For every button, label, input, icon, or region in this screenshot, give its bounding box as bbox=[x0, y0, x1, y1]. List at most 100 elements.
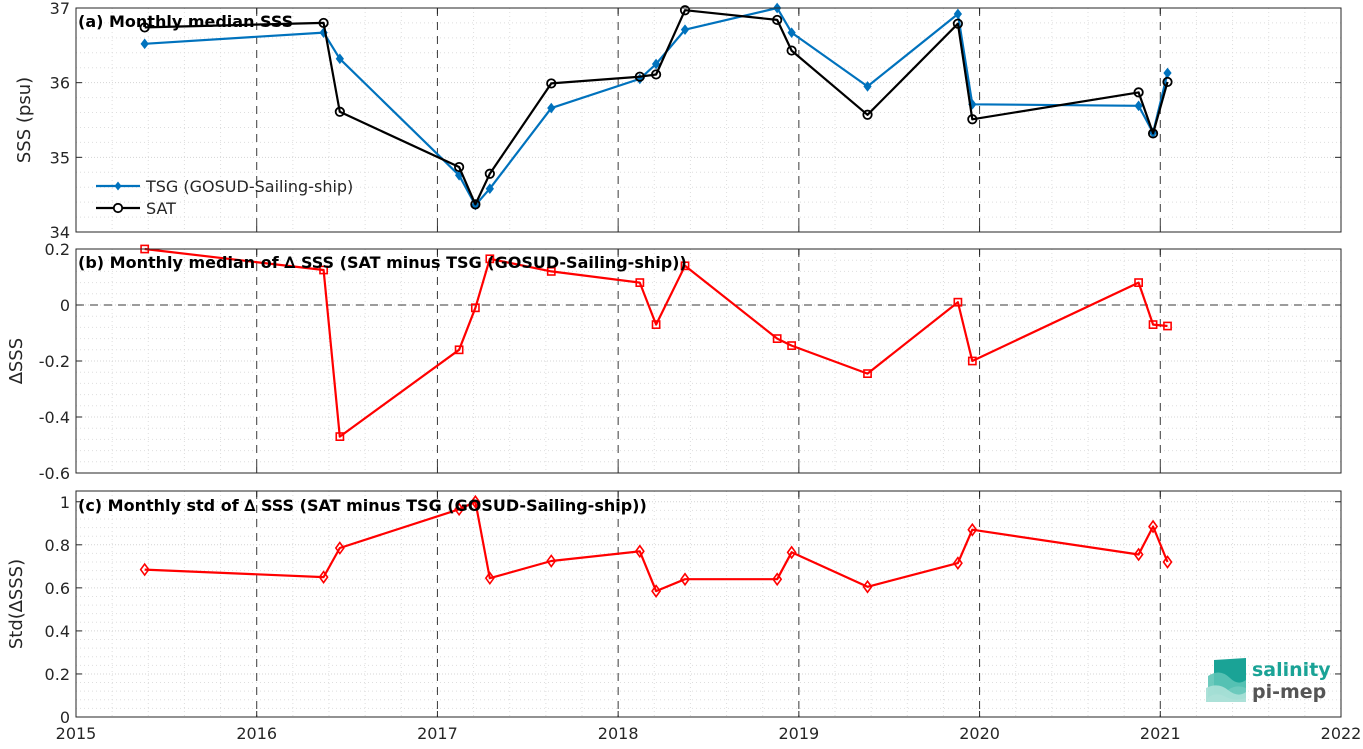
panel-a-series-sat-point bbox=[1147, 128, 1159, 139]
panel-c-series-0-point bbox=[546, 554, 557, 568]
panel-c-series-0-point bbox=[1148, 519, 1159, 534]
panel-c-xtick-label: 2021 bbox=[1140, 724, 1181, 743]
panel-a-series-sat-point bbox=[650, 69, 662, 80]
panel-b-series-0-point bbox=[863, 369, 872, 378]
panel-b-title: (b) Monthly median of ∆ SSS (SAT minus T… bbox=[78, 253, 687, 272]
panel-c-series-0-point bbox=[651, 584, 662, 598]
panel-c-series-0-point bbox=[772, 572, 783, 587]
panel-b-series-0-point bbox=[635, 278, 645, 287]
panel-c-series-0-point bbox=[139, 562, 150, 577]
panel-b-series-0-point bbox=[454, 345, 464, 355]
panel-c-series-0-point bbox=[1133, 547, 1144, 562]
panel-c-xtick-label: 2015 bbox=[56, 724, 97, 743]
panel-c-series-0-point bbox=[454, 502, 465, 517]
grid-layer bbox=[76, 7, 1341, 718]
panel-c-series-0-point bbox=[862, 579, 873, 594]
logo-line1: salinity bbox=[1252, 659, 1331, 681]
panel-c-series-0-point bbox=[952, 556, 963, 570]
panel-c-ytick-label: 1 bbox=[60, 493, 70, 512]
panel-a-series-sat-point bbox=[454, 161, 465, 173]
panel-a-series-sat-point bbox=[634, 71, 645, 82]
panel-c-xtick-label: 2020 bbox=[959, 724, 1000, 743]
panel-b-ytick-label: 0 bbox=[60, 296, 70, 315]
panel-c-series-0-point bbox=[470, 494, 481, 509]
panel-b-series-0-point bbox=[546, 266, 556, 276]
panel-c-series-0-point bbox=[967, 522, 978, 537]
panel-a-series-tsg-gosud-sailing-ship-point bbox=[680, 24, 690, 35]
text-layer: 34 35 36 37 SSS (psu) (a) Monthly median SSS T… bbox=[6, 0, 1361, 743]
panel-b-series-0-point bbox=[319, 265, 328, 275]
panel-c-axes-box bbox=[75, 490, 1342, 718]
panel-c-series-0-point bbox=[634, 544, 645, 559]
panel-a-ytick-label: 36 bbox=[50, 74, 70, 93]
panel-c-series-0-point bbox=[484, 571, 495, 586]
panel-b-series-0-point bbox=[335, 432, 345, 441]
panel-a-series-sat-point bbox=[772, 14, 783, 26]
panel-b-series-0-point bbox=[967, 356, 977, 366]
panel-b-series-0-point bbox=[1148, 320, 1158, 329]
panel-a-series-tsg-gosud-sailing-ship-point bbox=[140, 38, 149, 50]
panel-b-ylabel: ∆SSS bbox=[6, 338, 27, 385]
panel-a-series-sat-line bbox=[144, 9, 1169, 206]
panel-b-series-0-point bbox=[485, 254, 495, 264]
panel-c-xtick-label: 2019 bbox=[778, 724, 819, 743]
panel-c-xtick-label: 2022 bbox=[1321, 724, 1362, 743]
panel-a-series-sat-point bbox=[967, 114, 978, 125]
panel-a-series-sat-point bbox=[318, 17, 329, 29]
panel-c-series-0-point bbox=[786, 545, 797, 560]
panel-b-series-0-point bbox=[787, 341, 797, 350]
panel-b-ytick-label: 0.2 bbox=[45, 240, 70, 259]
axes-layer bbox=[75, 7, 1342, 718]
panel-a-series-sat-point bbox=[139, 22, 150, 33]
panel-a-series-sat-point bbox=[786, 45, 797, 56]
panel-b-series-0-point bbox=[1134, 278, 1143, 287]
panel-a-axes-box bbox=[75, 7, 1342, 233]
panel-a-series-sat-point bbox=[679, 5, 691, 16]
logo-wave-front bbox=[1206, 685, 1246, 702]
panel-c-ytick-label: 0.6 bbox=[45, 579, 70, 598]
panel-a-ytick-label: 34 bbox=[50, 223, 70, 242]
panel-a-series-sat-point bbox=[546, 78, 557, 89]
panel-a-series-tsg-gosud-sailing-ship-point bbox=[335, 53, 344, 65]
panel-a-legend-marker bbox=[114, 181, 122, 191]
reference-lines-layer bbox=[76, 8, 1341, 717]
panel-c-series-0-point bbox=[1162, 555, 1173, 569]
panel-c-title: (c) Monthly std of ∆ SSS (SAT minus TSG … bbox=[78, 496, 647, 515]
panel-a-series-sat-point bbox=[484, 168, 495, 179]
panel-b-series-0-point bbox=[953, 297, 963, 307]
panel-c-series-0-point bbox=[318, 570, 329, 584]
panel-c-ytick-label: 0.2 bbox=[45, 665, 70, 684]
panel-c-series-0-point bbox=[680, 572, 690, 587]
panel-c-series-0-point bbox=[334, 541, 345, 555]
panel-a-legend-marker bbox=[112, 202, 124, 214]
panel-c-ytick-label: 0.8 bbox=[45, 536, 70, 555]
panel-a-title: (a) Monthly median SSS bbox=[78, 12, 293, 31]
panel-a-series-sat-point bbox=[952, 18, 963, 29]
panel-b-series-0-point bbox=[651, 320, 661, 329]
panel-b-ytick-label: -0.4 bbox=[39, 408, 70, 427]
panel-b-ytick-label: -0.6 bbox=[39, 464, 70, 483]
panel-b-series-0-point bbox=[680, 261, 690, 271]
panel-a-series-tsg-gosud-sailing-ship-point bbox=[1134, 100, 1143, 112]
panel-a-legend-label: TSG (GOSUD-Sailing-ship) bbox=[145, 177, 353, 196]
panel-b-series-0-point bbox=[1163, 321, 1172, 331]
panel-a-series-tsg-gosud-sailing-ship-line bbox=[144, 6, 1169, 207]
panel-a-series-sat-point bbox=[1133, 87, 1144, 98]
panel-a-series-tsg-gosud-sailing-ship-point bbox=[1163, 67, 1172, 79]
logo-line2: pi-mep bbox=[1252, 681, 1326, 703]
panel-a-series-sat-point bbox=[334, 106, 345, 117]
panel-a-series-sat-point bbox=[1162, 76, 1173, 88]
panel-a-series-tsg-gosud-sailing-ship-point bbox=[863, 81, 872, 92]
panel-a-ytick-label: 37 bbox=[50, 0, 70, 18]
salinity-pi-mep-logo: salinity pi-mep bbox=[1206, 658, 1331, 703]
panel-a-series-tsg-gosud-sailing-ship-point bbox=[547, 102, 556, 114]
panel-b-series-0-line bbox=[144, 247, 1168, 438]
panel-b-series-0-point bbox=[772, 334, 782, 343]
panel-c-xtick-label: 2017 bbox=[417, 724, 458, 743]
panel-a-legend-label: SAT bbox=[146, 199, 176, 218]
data-layer bbox=[139, 2, 1173, 598]
panel-b-ytick-label: -0.2 bbox=[39, 352, 70, 371]
panel-c-ytick-label: 0.4 bbox=[45, 622, 70, 641]
panel-a-series-tsg-gosud-sailing-ship-point bbox=[953, 8, 963, 20]
